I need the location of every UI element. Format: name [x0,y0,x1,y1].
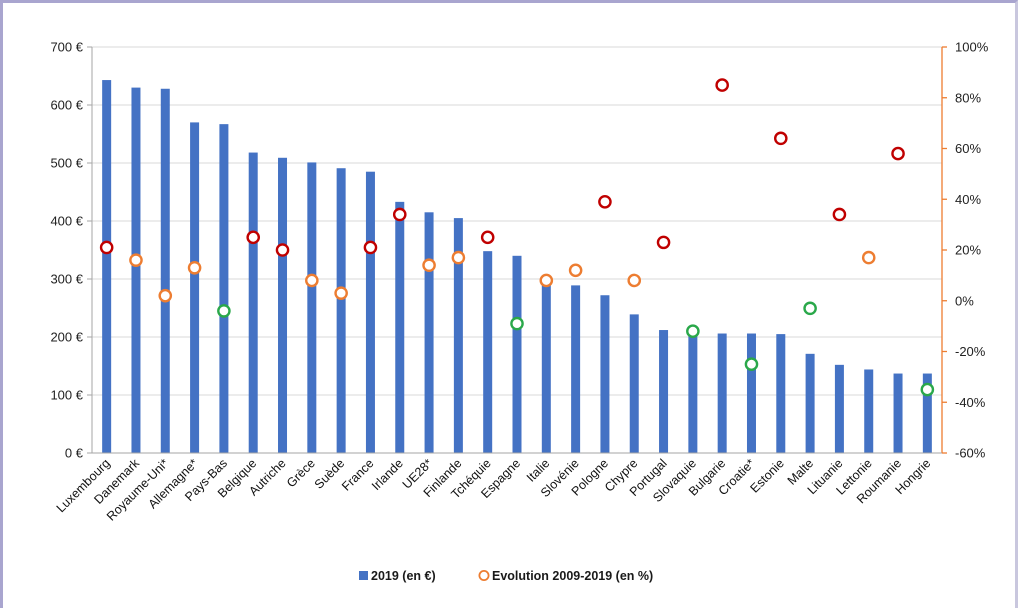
y-left-tick-label: 700 € [50,40,83,55]
bar [659,330,669,453]
bar [365,171,375,453]
evolution-marker [480,230,495,245]
bar [688,331,698,453]
y-right-tick-label: -40% [955,395,986,410]
bar [746,333,756,453]
legend-label-evolution: Evolution 2009-2019 (en %) [492,569,653,583]
bar [717,333,727,453]
bar [336,168,346,453]
evolution-marker [803,301,817,316]
bar [131,87,141,453]
legend-label-bar: 2019 (en €) [371,569,436,583]
bar [307,162,317,454]
bar [160,88,170,453]
bar [248,152,258,453]
evolution-marker [275,243,290,257]
bar [190,122,200,454]
bar [776,334,786,453]
y-right-tick-label: -20% [955,344,986,359]
evolution-marker [99,240,114,255]
evolution-marker [217,304,231,318]
bar [453,218,463,453]
y-left-tick-label: 100 € [50,388,83,403]
evolution-marker [363,240,378,255]
evolution-marker [627,273,642,288]
bar [395,201,405,453]
evolution-marker [656,235,671,250]
y-right-tick-label: -60% [955,446,986,461]
evolution-marker [510,316,524,331]
evolution-marker [686,324,700,339]
bar [219,124,229,453]
evolution-marker [832,207,847,222]
bar [424,212,434,453]
y-left-tick-label: 500 € [50,156,83,171]
evolution-marker [891,146,905,161]
bar [541,279,551,453]
y-left-tick-label: 0 € [65,446,84,461]
bar [483,251,493,453]
evolution-marker [744,357,759,371]
y-right-tick-label: 100% [955,40,989,55]
y-left-tick-label: 200 € [50,330,83,345]
evolution-marker [568,263,583,278]
y-right-tick-label: 80% [955,90,981,105]
evolution-marker [861,250,876,265]
evolution-marker [422,258,436,273]
bar [512,255,522,453]
bar [278,157,288,453]
bar [805,353,815,453]
x-category-label: Grèce [284,456,318,490]
bar [834,364,844,453]
evolution-marker [392,207,407,222]
evolution-marker [246,230,261,245]
y-right-tick-label: 60% [955,141,981,156]
evolution-marker [598,194,612,209]
x-category-label: Irlande [369,456,406,493]
y-left-tick-label: 300 € [50,272,83,287]
y-right-tick-label: 20% [955,243,981,258]
bar [864,369,874,453]
legend-marker-bar [359,571,368,580]
bar [629,314,639,453]
bar [600,295,610,453]
legend-marker-evolution [478,570,490,582]
evolution-marker [334,286,348,300]
y-left-tick-label: 400 € [50,214,83,229]
evolution-marker [187,260,202,275]
evolution-marker [773,131,788,146]
evolution-marker [539,273,554,288]
bar [571,285,581,453]
evolution-marker [129,253,143,267]
y-right-tick-label: 0% [955,293,974,308]
bar [102,80,112,453]
evolution-marker [920,382,935,397]
x-category-label: France [339,456,376,493]
evolution-marker [305,273,319,288]
evolution-marker [451,250,466,265]
bar [922,373,932,453]
bar [893,373,903,453]
y-left-tick-label: 600 € [50,98,83,113]
evolution-marker [158,288,173,303]
evolution-marker [715,78,729,92]
y-right-tick-label: 40% [955,192,981,207]
